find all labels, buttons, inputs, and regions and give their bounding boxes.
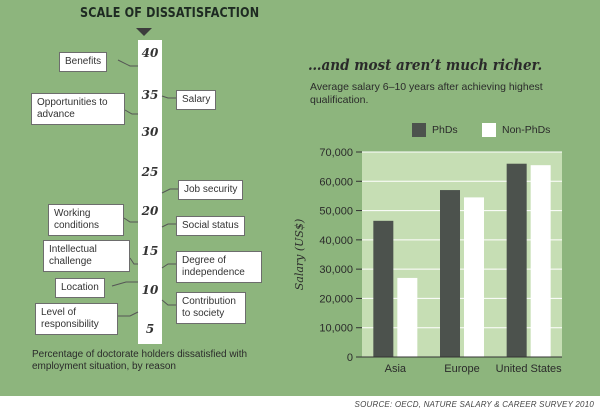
y-tick-label: 0 [347, 352, 353, 364]
reason-salary: Salary [176, 90, 217, 110]
reason-job-security: Job security [178, 180, 244, 200]
scale-tick: 25 [141, 165, 159, 179]
reason-level-of-responsibility: Level of responsibility [35, 303, 118, 335]
reason-degree-of-independence: Degree of independence [176, 251, 262, 283]
x-tick-label: Asia [385, 363, 407, 375]
bar-phds [506, 163, 527, 357]
salary-bar-chart: 0 10,000 20,000 30,000 40,000 50,000 60,000 70,… [293, 147, 563, 375]
connector-line [161, 188, 178, 194]
scale-tick: 15 [141, 244, 159, 258]
chart-headline: …and most aren’t much richer. [308, 56, 543, 74]
chart-subtitle: Average salary 6–10 years after achievin… [310, 81, 543, 106]
y-tick-label: 10,000 [319, 323, 353, 335]
y-tick-label: 50,000 [319, 206, 353, 218]
connector-line [161, 299, 176, 306]
bar-non-phds [397, 277, 418, 357]
y-tick-label: 60,000 [319, 176, 353, 188]
connector-line [129, 257, 138, 265]
legend-label-non-phds: Non-PhDs [502, 124, 551, 136]
legend-swatch-non-phds [482, 123, 496, 137]
y-tick-label: 20,000 [319, 293, 353, 305]
y-tick-label: 30,000 [319, 264, 353, 276]
connector-line [161, 263, 176, 269]
x-tick-label: Europe [444, 363, 479, 375]
connector-line [161, 223, 176, 228]
legend-label-phds: PhDs [432, 124, 458, 136]
x-tick-label: United States [496, 363, 563, 375]
y-axis-label: Salary (US$) [293, 219, 306, 291]
footer: SOURCE: OECD, NATURE SALARY & CAREER SUR… [0, 396, 600, 416]
reason-contribution-to-society: Contribution to society [176, 292, 246, 324]
connector-line [161, 95, 176, 99]
scale-tick: 5 [145, 322, 155, 336]
connector-line [111, 281, 138, 287]
reason-social-status: Social status [176, 216, 245, 236]
connector-line [124, 109, 138, 115]
scale-tick: 20 [141, 204, 159, 218]
y-tick-label: 40,000 [319, 235, 353, 247]
scale-tick: 10 [141, 283, 159, 297]
source-note: SOURCE: OECD, NATURE SALARY & CAREER SUR… [354, 400, 594, 409]
connector-line [123, 217, 138, 223]
scale-tick: 40 [141, 46, 159, 60]
bar-phds [440, 190, 460, 357]
reason-working-conditions: Working conditions [48, 204, 124, 236]
reason-intellectual-challenge: Intellectual challenge [43, 240, 130, 272]
scale-caption: Percentage of doctorate holders dissatis… [32, 349, 248, 372]
y-tick-label: 70,000 [319, 147, 353, 159]
legend-swatch-phds [412, 123, 426, 137]
reason-location: Location [55, 278, 105, 298]
plot-area [362, 152, 562, 357]
reason-opportunities-to-advance: Opportunities to advance [31, 93, 125, 125]
scale-tick: 35 [141, 88, 159, 102]
reason-benefits: Benefits [59, 52, 108, 72]
bar-non-phds [530, 165, 551, 357]
scale-title: SCALE OF DISSATISFACTION [80, 6, 260, 21]
bar-phds [373, 220, 394, 357]
scale-tick: 30 [141, 125, 159, 139]
connector-line [117, 59, 138, 67]
bar-non-phds [464, 197, 484, 357]
scale-arrow-icon [136, 28, 152, 36]
connector-line [118, 311, 139, 317]
dissatisfaction-scale [138, 40, 162, 344]
